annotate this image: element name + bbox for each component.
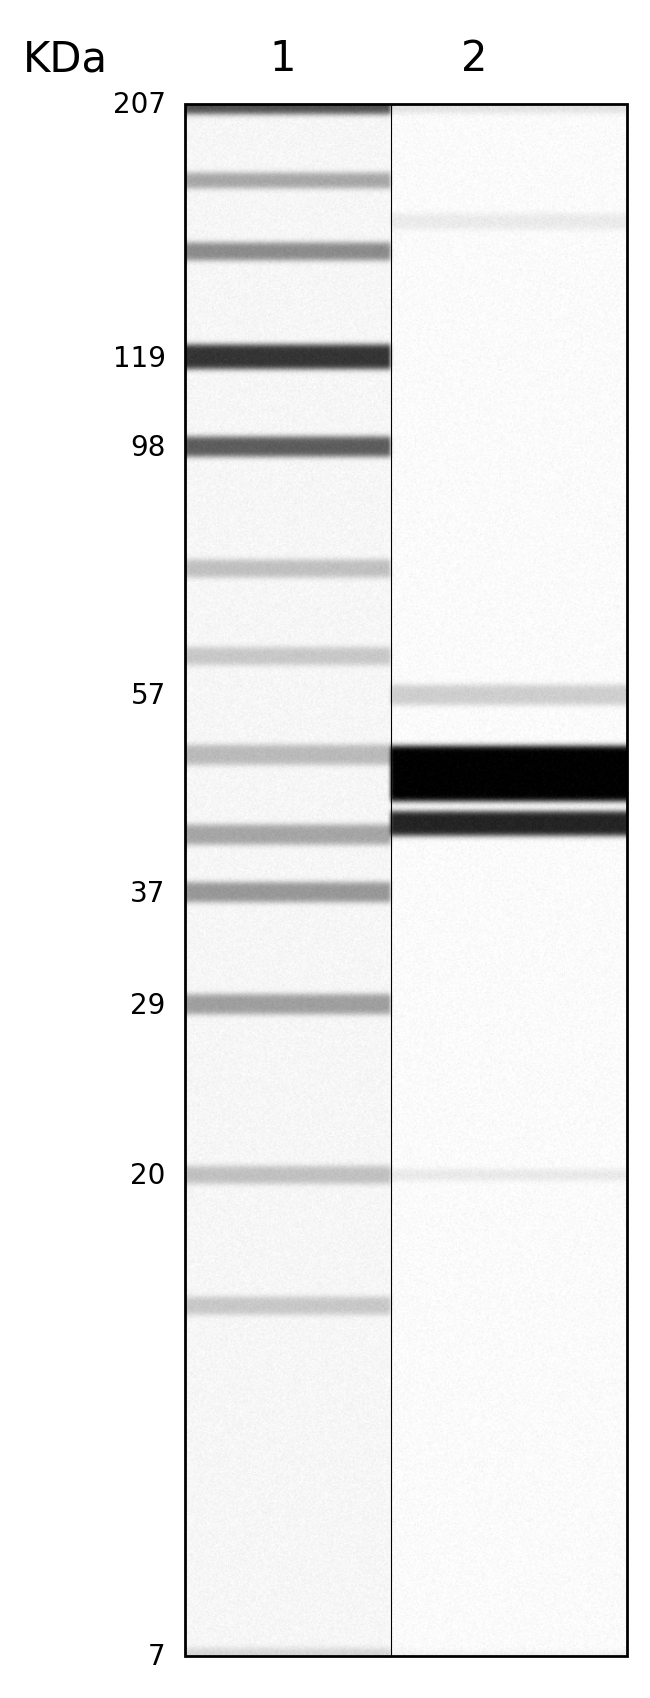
Text: 37: 37 (131, 880, 166, 907)
Text: 207: 207 (112, 92, 166, 119)
Bar (185, 105, 627, 1656)
Text: 20: 20 (131, 1161, 166, 1189)
Text: 1: 1 (270, 39, 296, 80)
Text: 98: 98 (131, 433, 166, 462)
Text: KDa: KDa (23, 39, 107, 80)
Text: 29: 29 (131, 992, 166, 1019)
Text: 119: 119 (112, 345, 166, 372)
Bar (185, 105, 627, 1656)
Text: 2: 2 (462, 39, 488, 80)
Text: 7: 7 (148, 1642, 166, 1669)
Text: 57: 57 (131, 681, 166, 710)
